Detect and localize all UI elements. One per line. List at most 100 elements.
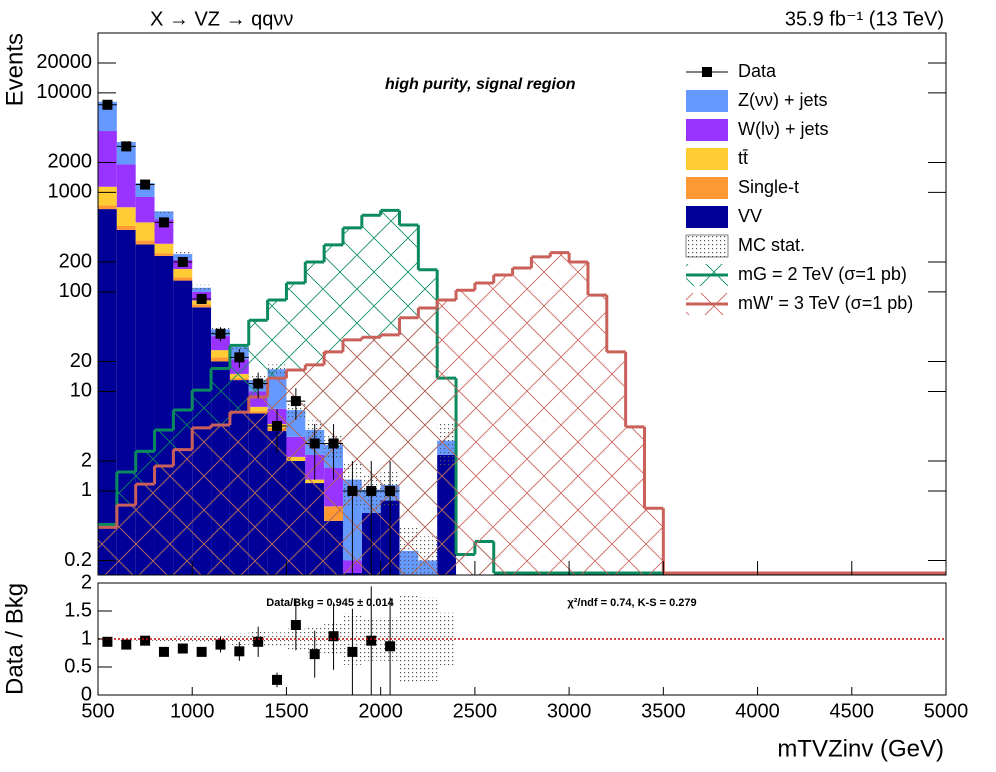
stack-segment	[211, 357, 230, 362]
x-tick-label: 1500	[264, 700, 309, 722]
ratio-point	[158, 646, 169, 657]
y-tick-label: 1	[81, 479, 92, 501]
stack-segment	[154, 211, 174, 220]
legend-symbol	[685, 234, 729, 258]
stack-segment	[211, 350, 230, 358]
x-tick-label: 4500	[830, 700, 875, 722]
title: X → VZ → qqνν	[150, 8, 293, 30]
data-point	[272, 420, 283, 431]
signal-fill	[116, 505, 136, 575]
data-point	[328, 438, 339, 449]
ratio-point	[366, 635, 377, 646]
legend-label: VV	[738, 206, 762, 226]
stack-segment	[116, 207, 136, 226]
stack-segment	[154, 253, 174, 256]
ratio-y-tick-label: 0.5	[64, 655, 92, 677]
legend-symbol	[686, 119, 728, 141]
stack-segment	[135, 240, 155, 245]
x-tick-label: 1000	[170, 700, 215, 722]
y-tick-label: 2000	[48, 151, 93, 173]
stack-segment	[116, 225, 136, 230]
ratio-y-tick-label: 0	[81, 683, 92, 705]
signal-fill	[456, 290, 475, 575]
ratio-mc-stat	[192, 634, 212, 644]
x-tick-label: 500	[81, 700, 114, 722]
ratio-point	[215, 639, 226, 650]
signal-fill	[437, 299, 457, 575]
signal-fill	[267, 378, 287, 575]
stack-segment	[98, 205, 117, 210]
signal-fill	[229, 412, 249, 575]
ratio-y-tick-label: 1.5	[64, 599, 92, 621]
data-point	[177, 256, 188, 267]
signal-fill	[211, 424, 230, 575]
ratio-summary: Data/Bkg = 0.945 ± 0.014	[266, 597, 394, 609]
y-tick-label: 100	[59, 280, 92, 302]
signal-fill	[493, 274, 513, 575]
legend-label: MC stat.	[738, 235, 805, 255]
stack-segment	[98, 186, 117, 206]
y-tick-label: 2	[81, 449, 92, 471]
y-tick-label: 20	[70, 350, 92, 372]
data-point	[102, 99, 113, 110]
y-tick-label: 20000	[36, 51, 92, 73]
signal-fill	[474, 282, 494, 575]
ratio-point	[140, 635, 151, 646]
x-tick-label: 3000	[547, 700, 592, 722]
signal-fill	[512, 267, 532, 575]
signal-fill	[587, 295, 607, 575]
legend-label: W(lν) + jets	[738, 119, 829, 139]
ratio-y-tick-label: 1	[81, 627, 92, 649]
data-point	[140, 179, 151, 190]
data-point	[385, 485, 396, 496]
stack-segment	[192, 304, 212, 308]
data-point	[215, 328, 226, 339]
ratio-point	[102, 636, 113, 647]
signal-fill	[248, 396, 268, 575]
data-point	[347, 485, 358, 496]
signal-fill	[192, 427, 212, 575]
signal-fill	[531, 256, 551, 575]
data-point	[196, 293, 207, 304]
stack-segment	[98, 131, 117, 187]
signal-fill	[380, 334, 400, 575]
stack-segment	[135, 196, 155, 223]
ratio-point	[196, 646, 207, 657]
legend-label: Data	[738, 61, 777, 81]
signal-fill	[550, 252, 570, 575]
ratio-point	[234, 646, 245, 657]
ratio-point	[253, 636, 264, 647]
ratio-point	[347, 646, 358, 657]
y-tick-label: 0.2	[64, 549, 92, 571]
data-point	[290, 396, 301, 407]
signal-fill	[399, 317, 419, 575]
signal-fill	[606, 351, 626, 575]
x-tick-label: 5000	[924, 700, 969, 722]
legend-symbol	[686, 206, 728, 228]
signal-fill	[569, 261, 588, 575]
y-tick-label: 10000	[36, 81, 92, 103]
plot-area	[98, 99, 946, 575]
ratio-point	[309, 649, 320, 660]
signal-fill	[154, 466, 174, 575]
frame	[97, 32, 947, 576]
signal-fill	[361, 337, 381, 575]
legend-symbol	[686, 148, 728, 170]
x-tick-label: 3500	[641, 700, 686, 722]
annotation: high purity, signal region	[385, 76, 576, 93]
ratio-y-tick-label: 2	[81, 571, 92, 593]
data-point	[309, 438, 320, 449]
ratio-mc-stat	[399, 594, 419, 684]
legend-label: Single-t	[738, 177, 799, 197]
data-point	[253, 378, 264, 389]
stack-segment	[98, 209, 117, 575]
stack-segment	[116, 164, 136, 208]
signal-fill	[644, 508, 664, 575]
ratio-mc-stat	[267, 632, 287, 646]
data-point	[158, 217, 169, 228]
stack-segment	[173, 268, 193, 278]
ratio-point	[328, 631, 339, 642]
stack-segment	[154, 243, 174, 254]
legend-symbol	[686, 177, 728, 199]
